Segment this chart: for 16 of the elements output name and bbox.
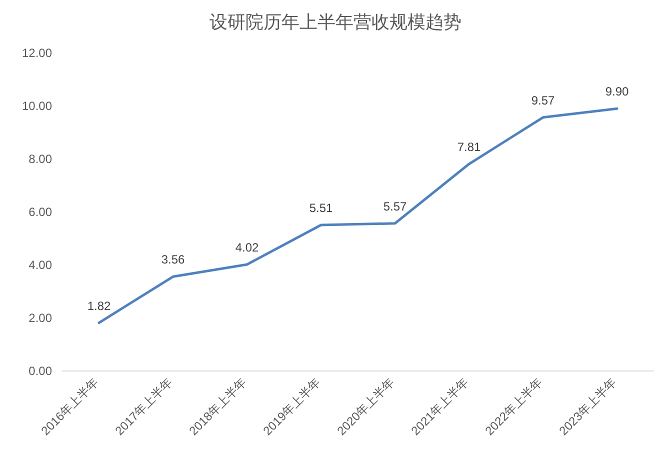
y-tick-label: 4.00: [28, 258, 52, 272]
data-label: 9.90: [605, 84, 629, 99]
data-label: 9.57: [531, 93, 555, 108]
data-label: 7.81: [457, 140, 481, 154]
data-label: 5.51: [309, 200, 333, 215]
y-tick-label: 0.00: [28, 364, 52, 378]
data-label: 1.82: [87, 298, 111, 313]
chart-title: 设研院历年上半年营收规模趋势: [210, 12, 462, 32]
y-tick-label: 2.00: [28, 311, 52, 325]
data-label: 3.56: [161, 252, 185, 267]
y-tick-label: 10.00: [22, 99, 52, 113]
data-label: 5.57: [383, 199, 407, 214]
y-tick-label: 8.00: [28, 152, 52, 166]
y-tick-label: 6.00: [28, 205, 52, 219]
y-tick-label: 12.00: [22, 46, 52, 60]
data-label: 4.02: [235, 240, 259, 254]
